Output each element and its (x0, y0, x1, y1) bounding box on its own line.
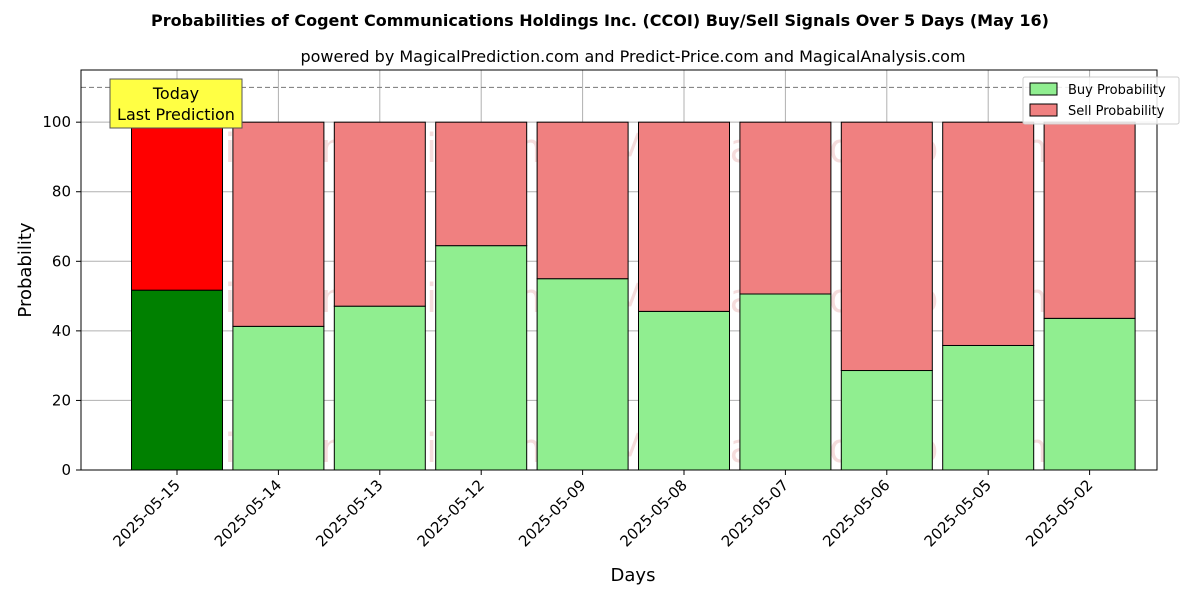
chart-title: Probabilities of Cogent Communications H… (151, 11, 1049, 30)
x-tick-label: 2025-05-09 (515, 476, 589, 550)
x-axis-ticks: 2025-05-15 2025-05-14 2025-05-13 2025-05-12… (109, 470, 1096, 550)
legend-swatch-sell (1029, 103, 1058, 117)
y-tick-label: 80 (52, 183, 71, 201)
legend-swatch-buy (1029, 82, 1058, 96)
x-tick-label: 2025-05-08 (616, 476, 690, 550)
legend-label-buy: Buy Probability (1068, 83, 1166, 98)
legend-frame (1022, 76, 1180, 125)
legend-label-sell: Sell Probability (1068, 104, 1165, 119)
annotation-line-1: Today (152, 84, 199, 103)
today-annotation: Today Last Prediction (109, 78, 243, 129)
bar-sell (942, 121, 1035, 346)
bar-buy (942, 344, 1035, 471)
x-tick-label: 2025-05-06 (819, 476, 893, 550)
y-tick-label: 0 (61, 461, 71, 479)
y-tick-label: 60 (52, 252, 71, 270)
x-tick-label: 2025-05-05 (921, 476, 995, 550)
x-tick-label: 2025-05-02 (1022, 476, 1096, 550)
y-tick-label: 100 (42, 113, 71, 131)
bar-sell (840, 121, 933, 372)
bar-sell (333, 121, 426, 307)
bar-buy (232, 325, 325, 471)
bar-sell (1043, 121, 1136, 319)
y-axis-label: Probability (15, 222, 36, 317)
bar-buy (840, 370, 933, 471)
bar-buy (435, 245, 528, 471)
bar-sell (131, 121, 223, 291)
x-tick-label: 2025-05-15 (109, 476, 183, 550)
bar-sell (232, 121, 325, 327)
bar-buy (536, 278, 629, 471)
y-tick-label: 40 (52, 322, 71, 340)
bar-buy (1043, 317, 1136, 471)
x-tick-label: 2025-05-13 (312, 476, 386, 550)
bar-buy (739, 293, 832, 471)
bar-buy (131, 289, 223, 471)
bar-sell (638, 121, 730, 312)
x-tick-label: 2025-05-14 (211, 476, 285, 550)
x-tick-label: 2025-05-12 (414, 476, 488, 550)
bar-buy (638, 310, 730, 471)
y-axis-ticks: 0 20 40 60 80 100 (42, 113, 81, 479)
x-tick-label: 2025-05-07 (718, 476, 792, 550)
plot-frame (80, 69, 1158, 471)
legend: Buy Probability Sell Probability (1022, 76, 1180, 125)
bar-sell (739, 121, 832, 295)
bar-sell (536, 121, 629, 280)
bars (131, 121, 1136, 471)
bar-buy (333, 305, 426, 471)
annotation-line-2: Last Prediction (117, 105, 235, 124)
y-tick-label: 20 (52, 391, 71, 409)
chart-subtitle: powered by MagicalPrediction.com and Pre… (300, 47, 965, 66)
annotation-box (109, 78, 243, 129)
x-axis-label: Days (611, 565, 656, 586)
bar-sell (435, 121, 528, 247)
